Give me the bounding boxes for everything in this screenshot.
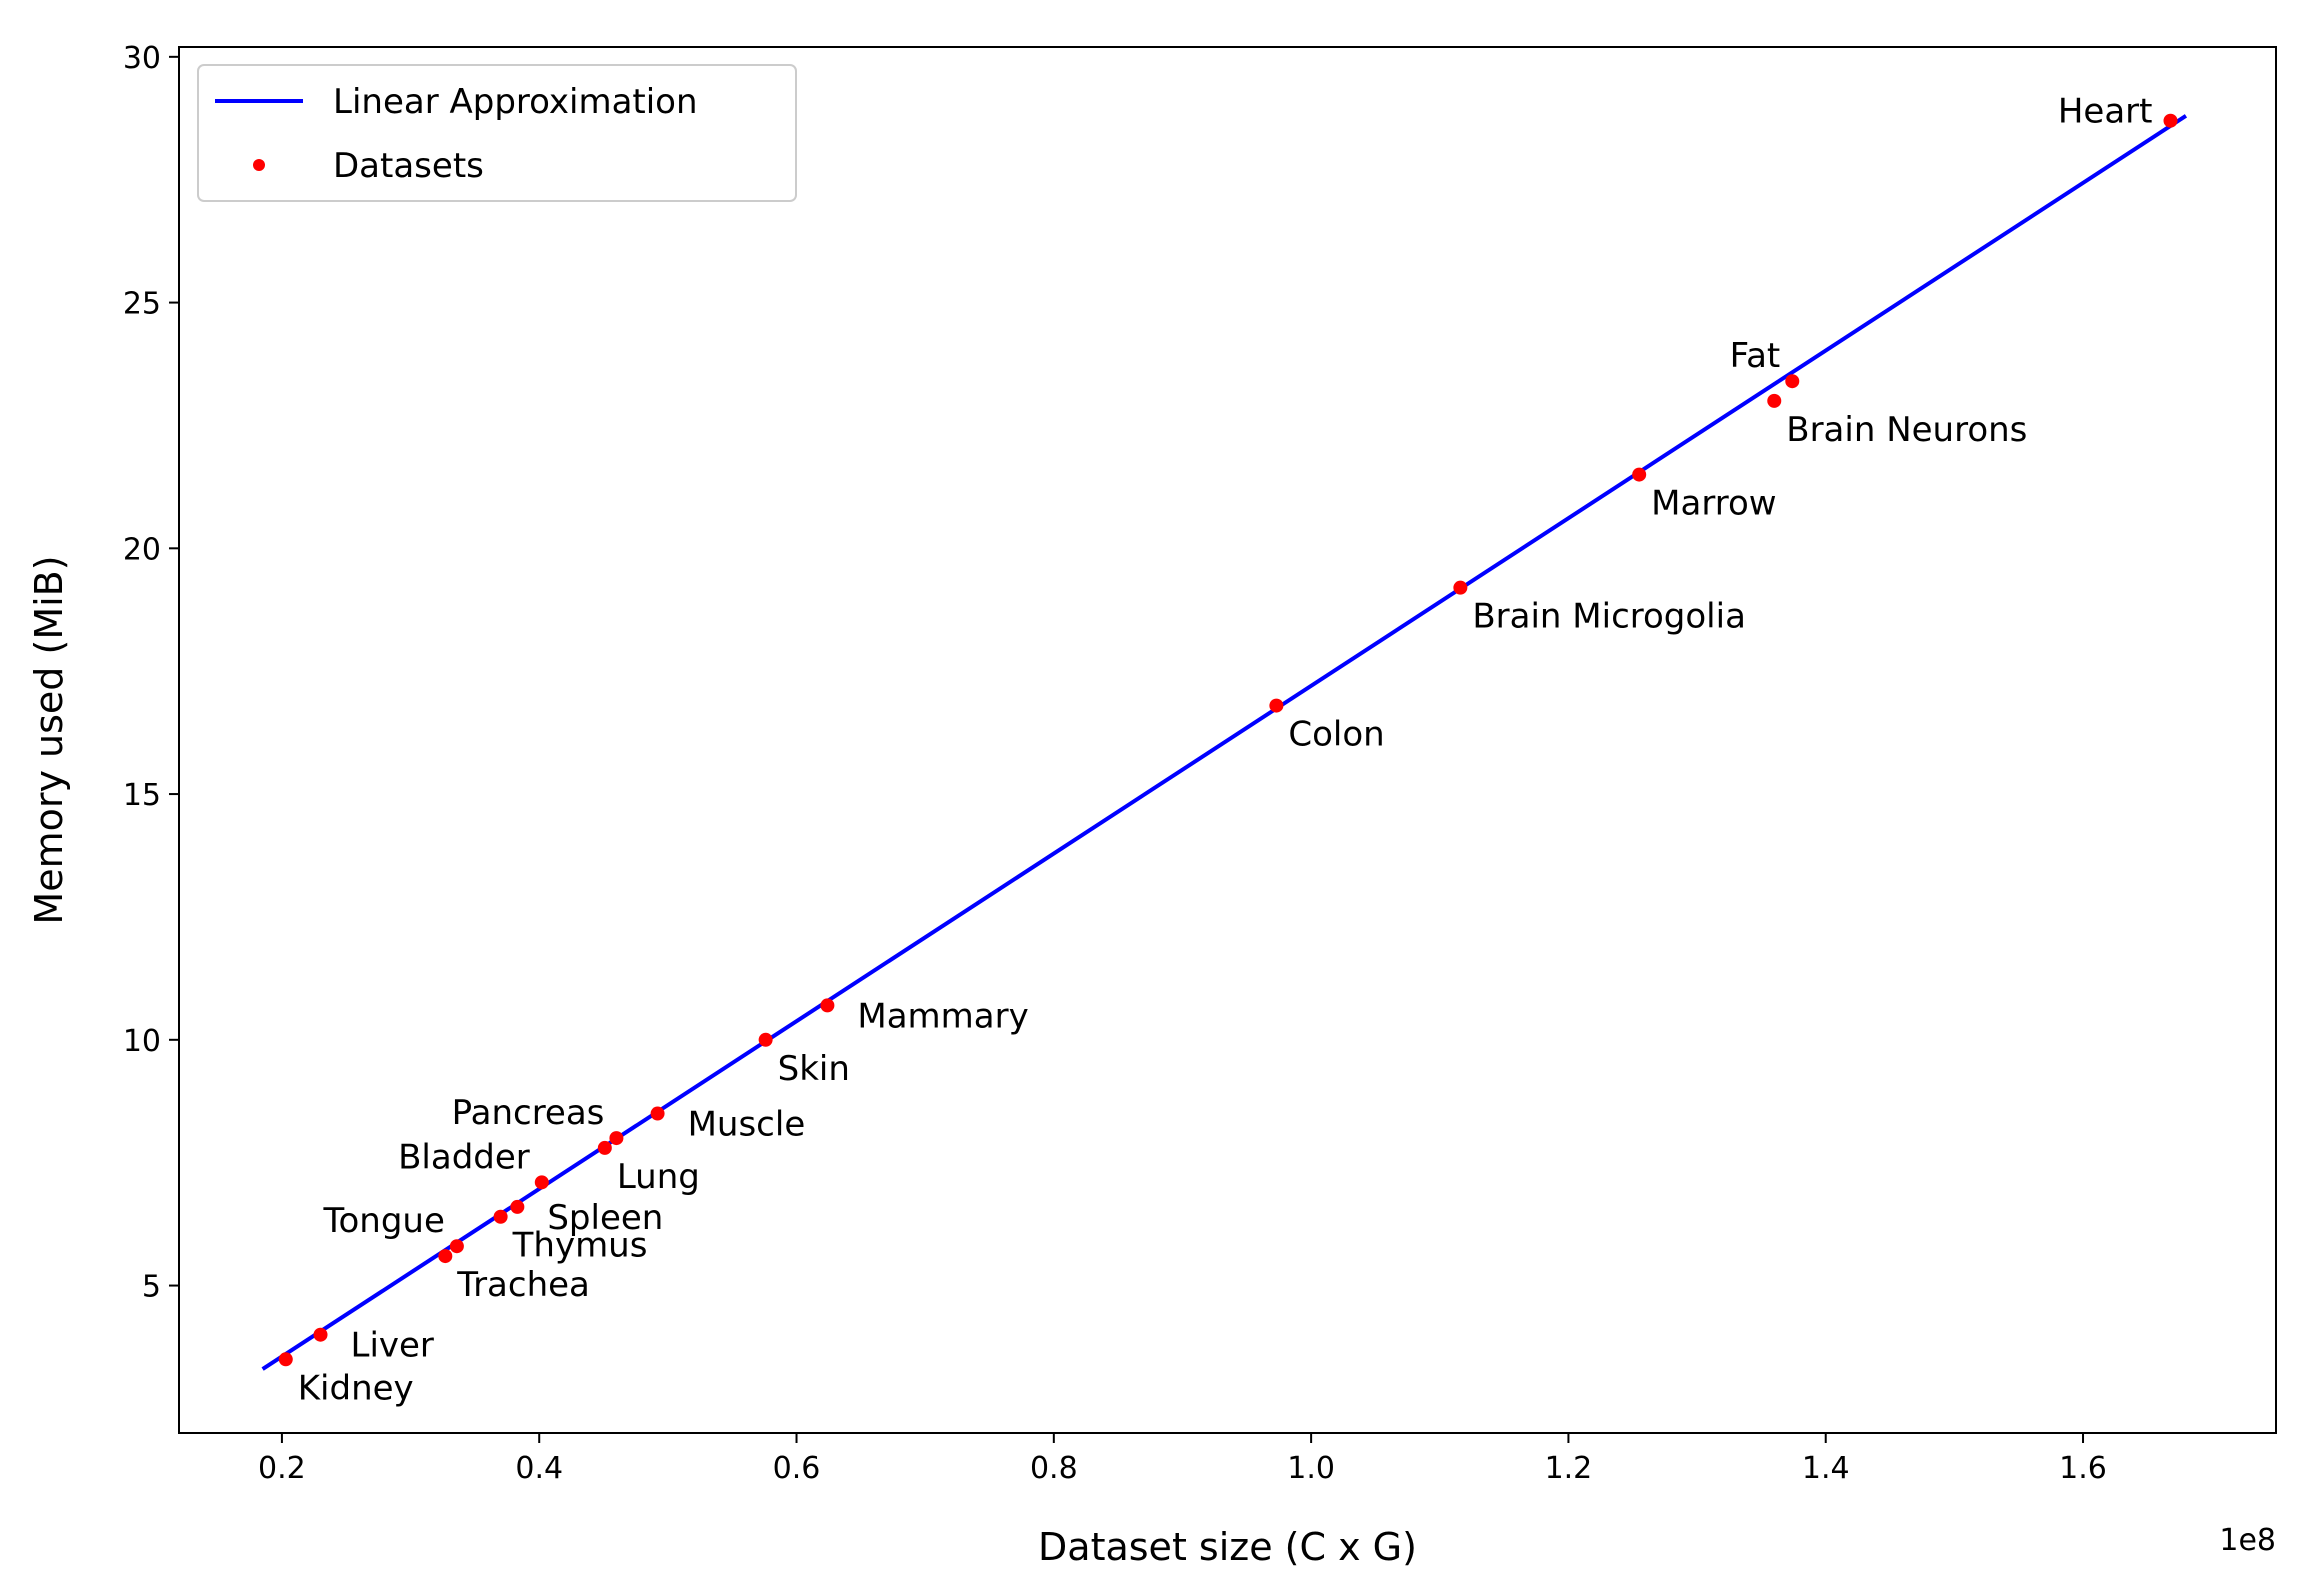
- x-tick-label: 1.4: [1802, 1451, 1850, 1486]
- data-point: [1269, 698, 1284, 713]
- legend-marker-swatch: [253, 159, 265, 171]
- data-point: [1767, 393, 1782, 408]
- linear-approximation-line: [261, 114, 2188, 1371]
- x-axis: 0.2 0.4 0.6 0.8 1.0 1.2 1.4 1.6: [258, 1433, 2107, 1486]
- data-point-label: Tongue: [322, 1201, 444, 1241]
- y-axis-title: Memory used (MiB): [27, 555, 71, 924]
- data-point: [510, 1199, 525, 1214]
- datasets-series: [278, 113, 2178, 1367]
- data-point-label: Muscle: [688, 1105, 806, 1145]
- x-tick-label: 1.0: [1287, 1451, 1335, 1486]
- data-point-label: Skin: [778, 1049, 850, 1089]
- data-point: [278, 1352, 293, 1367]
- linear-approximation-series: [261, 114, 2188, 1371]
- data-point-label: Trachea: [456, 1265, 590, 1305]
- y-tick-label: 15: [123, 778, 161, 813]
- data-point: [758, 1032, 773, 1047]
- data-point-label: Kidney: [298, 1368, 414, 1408]
- y-tick-label: 25: [123, 287, 161, 322]
- data-point-label: Brain Microgolia: [1472, 597, 1746, 637]
- data-point-label: Thymus: [512, 1226, 648, 1266]
- data-point: [438, 1249, 453, 1264]
- data-point: [820, 998, 835, 1013]
- x-tick-label: 0.8: [1030, 1451, 1078, 1486]
- data-point-label: Spleen: [547, 1198, 663, 1238]
- y-tick-label: 10: [123, 1024, 161, 1059]
- data-point-label: Marrow: [1651, 484, 1776, 524]
- data-point: [2163, 113, 2178, 128]
- plot-area: [178, 46, 2277, 1434]
- data-point-label: Pancreas: [452, 1093, 605, 1133]
- data-point: [534, 1175, 549, 1190]
- x-axis-exponent-label: 1e8: [2219, 1523, 2276, 1558]
- data-point-label: Liver: [351, 1326, 434, 1366]
- data-point-label: Mammary: [857, 996, 1028, 1036]
- data-point-label: Bladder: [398, 1137, 530, 1177]
- y-axis: 5 10 15 20 25 30: [123, 41, 179, 1305]
- data-point: [609, 1131, 624, 1146]
- x-tick-label: 0.2: [258, 1451, 306, 1486]
- data-point: [449, 1239, 464, 1254]
- legend-entry-datasets: Datasets: [333, 146, 484, 186]
- data-point-label: Fat: [1730, 336, 1781, 376]
- legend: Linear Approximation Datasets: [197, 64, 797, 202]
- data-point-label: Brain Neurons: [1786, 410, 2027, 450]
- x-tick-label: 0.6: [773, 1451, 821, 1486]
- y-tick-label: 30: [123, 41, 161, 76]
- y-tick-label: 20: [123, 532, 161, 567]
- data-point: [1453, 580, 1468, 595]
- data-point: [313, 1327, 328, 1342]
- x-tick-label: 1.2: [1545, 1451, 1593, 1486]
- x-tick-label: 0.4: [515, 1451, 563, 1486]
- data-point: [650, 1106, 665, 1121]
- data-point-label: Heart: [2058, 92, 2153, 132]
- data-point: [1785, 374, 1800, 389]
- x-axis-title: Dataset size (C x G): [1038, 1525, 1417, 1569]
- data-point: [597, 1140, 612, 1155]
- legend-box: [197, 64, 797, 202]
- legend-entry-linear-approximation: Linear Approximation: [333, 82, 698, 122]
- x-tick-label: 1.6: [2059, 1451, 2107, 1486]
- data-point-label: Lung: [617, 1157, 700, 1197]
- data-point: [493, 1209, 508, 1224]
- data-point: [1632, 467, 1647, 482]
- data-point-label: Colon: [1288, 715, 1384, 755]
- y-tick-label: 5: [142, 1270, 161, 1305]
